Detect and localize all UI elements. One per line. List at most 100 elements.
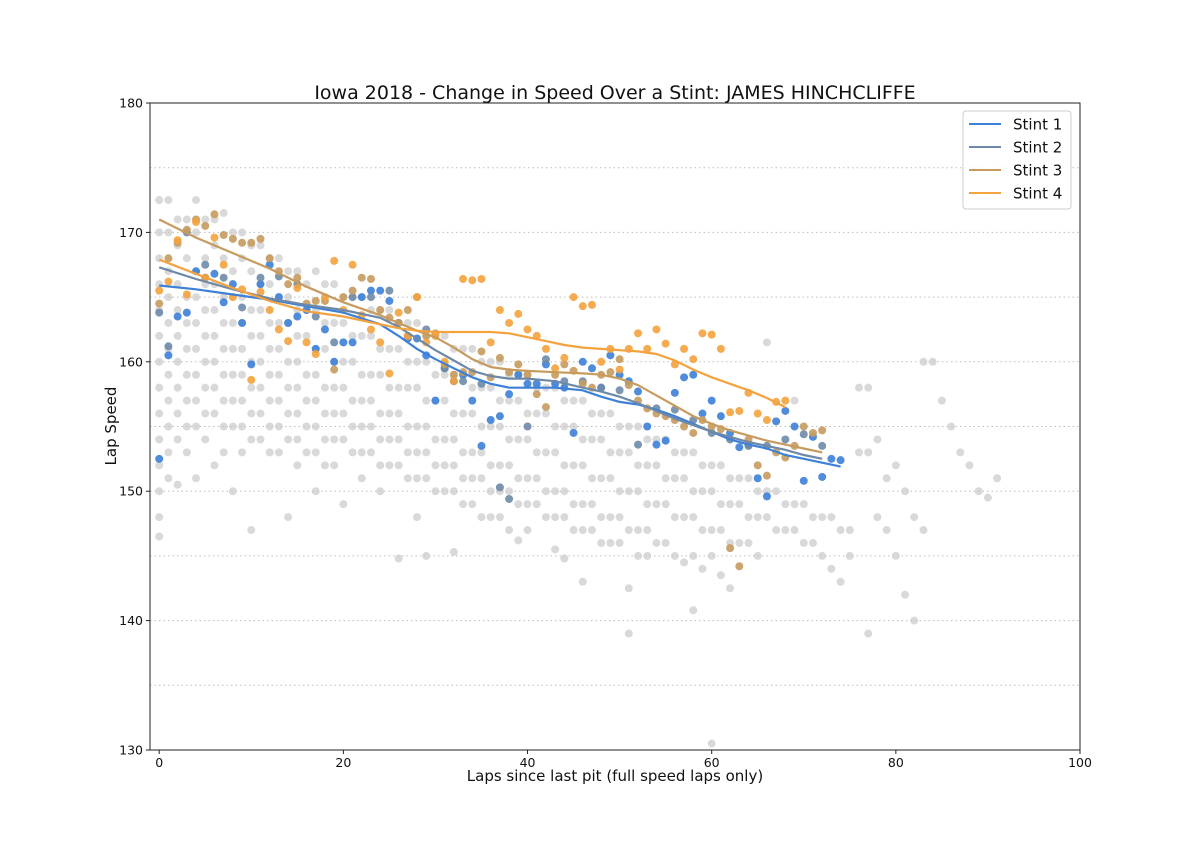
background-point — [339, 500, 348, 509]
stint-4-point — [707, 330, 716, 339]
stint-3-point — [799, 422, 808, 431]
background-point — [477, 513, 486, 522]
background-point — [311, 448, 320, 457]
background-point — [643, 526, 652, 535]
background-point — [910, 513, 919, 522]
background-point — [514, 500, 523, 509]
background-point — [182, 396, 191, 405]
background-point — [698, 487, 707, 496]
stint-4-point — [155, 286, 164, 295]
stint-4-point — [652, 325, 661, 334]
background-point — [707, 487, 716, 496]
stint-1-point — [385, 296, 394, 305]
legend-box — [962, 110, 1072, 210]
background-point — [597, 409, 606, 418]
background-point — [201, 215, 210, 224]
background-point — [919, 526, 928, 535]
background-point — [551, 513, 560, 522]
x-tick-label: 100 — [1068, 755, 1092, 770]
stint-4-point — [541, 344, 550, 353]
gridlines — [150, 167, 1080, 686]
background-point — [192, 318, 201, 327]
background-point — [707, 461, 716, 470]
stint-2-point — [781, 435, 790, 444]
background-point — [219, 208, 228, 217]
background-point — [284, 383, 293, 392]
background-point — [182, 422, 191, 431]
stint-1-point — [689, 370, 698, 379]
background-point — [228, 487, 237, 496]
background-point — [320, 461, 329, 470]
stint-4-point — [569, 293, 578, 302]
stint-2-point — [505, 494, 514, 503]
background-point — [661, 500, 670, 509]
series-points — [155, 210, 845, 571]
background-point — [587, 500, 596, 509]
background-point — [578, 461, 587, 470]
stint-2-point — [597, 383, 606, 392]
background-point — [495, 396, 504, 405]
background-point — [422, 551, 431, 560]
background-point — [219, 396, 228, 405]
background-point — [376, 409, 385, 418]
background-point — [247, 306, 256, 315]
stint-1-point — [219, 298, 228, 307]
stint-1-point — [210, 269, 219, 278]
background-point — [468, 383, 477, 392]
background-point — [937, 396, 946, 405]
background-point — [486, 487, 495, 496]
background-point — [440, 331, 449, 340]
background-point — [551, 422, 560, 431]
background-point — [477, 422, 486, 431]
background-point — [523, 500, 532, 509]
background-point — [790, 526, 799, 535]
background-point — [781, 500, 790, 509]
background-point — [910, 616, 919, 625]
stint-4-point — [597, 357, 606, 366]
background-point — [477, 448, 486, 457]
background-point — [164, 196, 173, 205]
background-point — [164, 293, 173, 302]
background-point — [247, 409, 256, 418]
stint-1-point — [836, 456, 845, 465]
background-point — [348, 331, 357, 340]
background-point — [624, 584, 633, 593]
stint-4-point — [459, 274, 468, 283]
background-point — [320, 383, 329, 392]
stint-3-point — [808, 428, 817, 437]
background-point — [882, 526, 891, 535]
stint-2-trend-line — [158, 266, 823, 460]
background-point — [403, 422, 412, 431]
background-point — [762, 338, 771, 347]
background-point — [606, 474, 615, 483]
stint-4-point — [468, 276, 477, 285]
background-point — [357, 370, 366, 379]
background-point — [772, 526, 781, 535]
stint-3-point — [357, 273, 366, 282]
background-point — [615, 487, 624, 496]
background-point — [265, 344, 274, 353]
stint-3-point — [615, 355, 624, 364]
background-point — [394, 383, 403, 392]
stint-2-point — [615, 386, 624, 395]
background-point — [394, 409, 403, 418]
background-point — [274, 254, 283, 263]
background-point — [680, 513, 689, 522]
background-point — [845, 526, 854, 535]
stint-4-point — [643, 344, 652, 353]
stint-1-point — [486, 416, 495, 425]
background-point — [440, 396, 449, 405]
background-point — [293, 461, 302, 470]
stint-2-point — [634, 440, 643, 449]
y-tick-label: 160 — [119, 354, 143, 369]
background-point — [413, 448, 422, 457]
background-point — [192, 196, 201, 205]
stint-4-point — [219, 260, 228, 269]
background-point — [394, 435, 403, 444]
background-point — [182, 215, 191, 224]
background-point — [192, 396, 201, 405]
background-point — [302, 331, 311, 340]
stint-3-point — [689, 428, 698, 437]
background-point — [532, 474, 541, 483]
background-point — [624, 629, 633, 638]
